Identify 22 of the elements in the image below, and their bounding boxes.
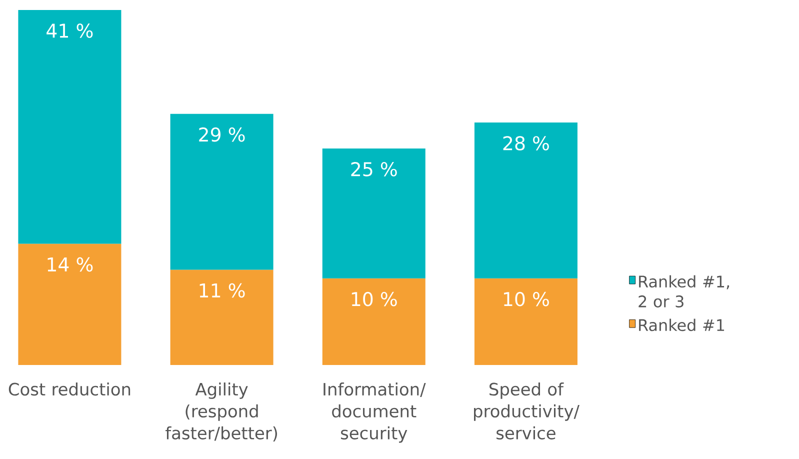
total-label: 29 % [199,127,245,142]
data-label: 14 % [48,257,93,272]
legend-label: Ranked #1, 2 or 3 [638,275,730,308]
total-label: 28 % [503,136,549,150]
bar [18,244,122,365]
x-tick-label: Speed of productivity/ service [474,382,580,440]
data-label: 10 % [504,292,549,306]
total-label: 25 % [351,162,397,176]
bar [322,148,426,278]
bar [474,278,578,365]
bar [170,270,274,365]
bar [474,122,578,278]
data-label: 11 % [200,283,245,298]
bar [170,114,274,270]
total-label: 41 % [46,24,93,38]
bar [322,278,426,365]
bar [18,10,122,244]
x-tick-label: Agility (respond faster/better) [166,382,277,442]
data-label: 10 % [352,292,397,306]
x-tick-label: Cost reduction [8,382,130,396]
legend-label: Ranked #1 [639,318,724,332]
x-tick-label: Information/ document security [324,382,426,443]
